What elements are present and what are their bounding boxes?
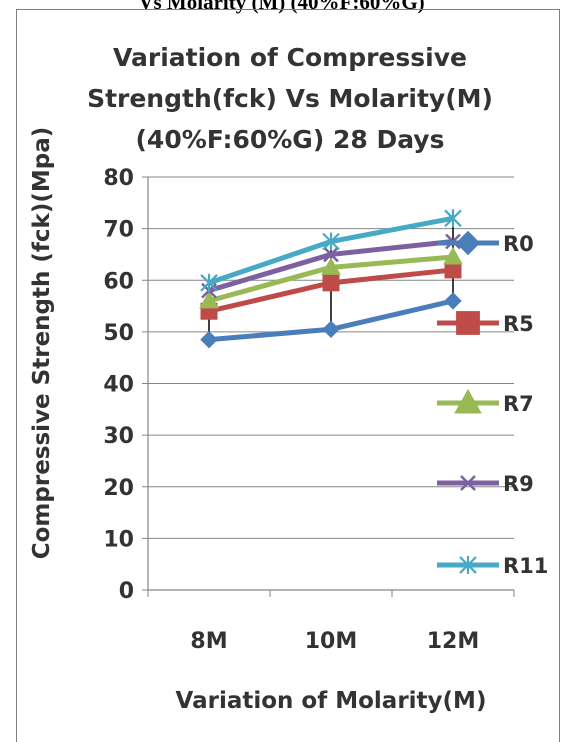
data-point [322,320,340,339]
data-point [456,311,480,335]
data-point [322,274,340,292]
chart-title-line-3: (40%F:60%G) 28 Days [136,125,445,154]
data-point [199,290,219,309]
data-point [200,273,218,292]
legend-entry-r11: R11 [437,554,548,578]
chart-title-line-1: Variation of Compressive [113,43,467,72]
y-tick-label: 60 [103,269,134,294]
y-tick-label: 0 [119,579,134,604]
legend-label: R11 [503,554,548,578]
chart-title: Variation of Compressive Strength(fck) V… [87,43,493,154]
legend-label: R9 [503,472,534,496]
legend-entry-r9: R9 [437,472,534,496]
x-tick-label: 8M [190,629,227,654]
data-point [444,209,462,228]
data-point [454,388,482,414]
x-tick-labels: 8M 10M 12M [190,629,479,654]
x-tick-label: 10M [305,629,358,654]
axes [142,176,515,597]
chart-frame [16,9,560,742]
y-tick-label: 50 [103,321,134,346]
data-point [455,230,481,256]
y-axis-label: Compressive Strength (fck)(Mpa) [29,127,55,560]
x-axis-label: Variation of Molarity(M) [176,688,487,714]
legend-entry-r7: R7 [437,388,534,416]
legend-label: R5 [503,312,534,336]
data-point [200,330,218,349]
data-point [459,556,477,574]
data-point [322,232,340,251]
data-point [443,246,463,265]
series-markers [199,209,463,349]
y-tick-label: 30 [103,424,134,449]
data-point [323,246,339,263]
legend-entry-r5: R5 [437,311,534,336]
chart-title-line-2: Strength(fck) Vs Molarity(M) [87,84,493,113]
y-tick-label: 10 [103,527,134,552]
legend-entry-r0: R0 [437,230,534,256]
y-tick-label: 80 [103,166,134,191]
legend-label: R0 [503,232,534,256]
legend: R0 R5 R7 R9 R11 [437,230,548,578]
x-tick-label: 12M [427,629,480,654]
legend-label: R7 [503,392,534,416]
y-tick-labels: 0 10 20 30 40 50 60 70 80 [103,166,134,604]
y-tick-label: 70 [103,218,134,243]
y-tick-label: 20 [103,476,134,501]
data-point [460,475,476,491]
data-point [321,257,341,275]
data-point [444,292,462,310]
y-tick-label: 40 [103,373,134,398]
